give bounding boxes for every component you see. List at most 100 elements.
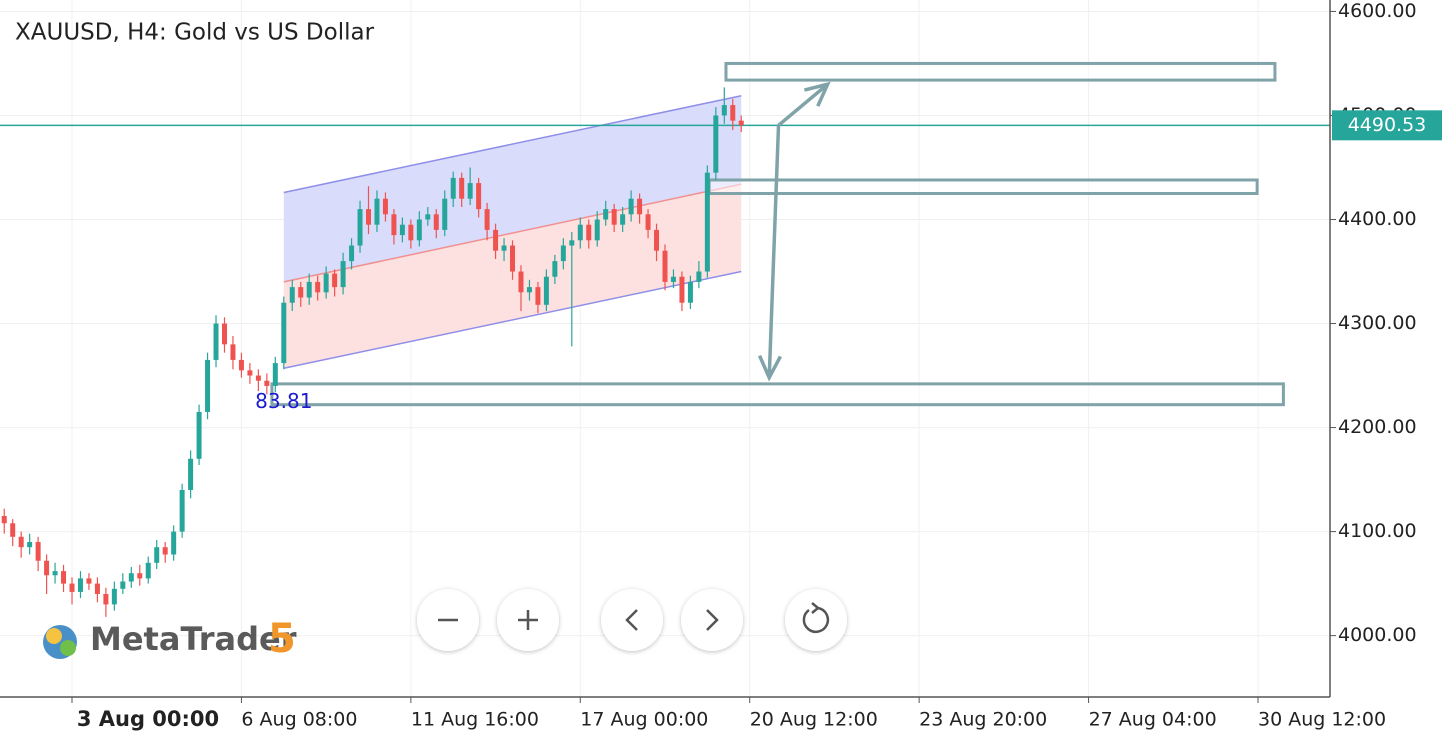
candle-body: [586, 224, 592, 241]
candle-body: [476, 183, 482, 210]
arrow-shaft: [767, 125, 781, 378]
candle-body: [374, 198, 380, 225]
zoom-in-button[interactable]: [497, 589, 559, 651]
candle-body: [44, 560, 50, 576]
candle-body: [264, 380, 270, 386]
candle-body: [704, 172, 710, 272]
candle-body: [433, 214, 439, 230]
channel-middle-line: [283, 183, 742, 283]
brand-logo: MetaTrader 5: [43, 616, 297, 662]
candle-body: [543, 276, 549, 305]
candle-body: [687, 281, 693, 303]
candle-body: [611, 209, 617, 225]
zone-box: [724, 61, 1277, 82]
candle-body: [18, 536, 24, 548]
candle-body: [450, 177, 456, 199]
candle-body: [738, 120, 744, 126]
candle-body: [154, 547, 160, 563]
y-tick-label: 4600.00: [1338, 0, 1417, 22]
candle-body: [637, 198, 643, 215]
candle-body: [501, 245, 507, 251]
candle-body: [560, 245, 566, 262]
candle-body: [77, 578, 83, 592]
candle-body: [679, 276, 685, 303]
candle-body: [594, 219, 600, 241]
candle-body: [654, 229, 660, 251]
candle-body: [442, 198, 448, 230]
candle-body: [628, 198, 634, 215]
candle-body: [1, 515, 7, 524]
candle-body: [27, 541, 33, 548]
candle-body: [35, 541, 41, 561]
candle-body: [391, 214, 397, 236]
last-price-tag: [1332, 110, 1442, 141]
candle-body: [340, 261, 346, 288]
candle-body: [526, 287, 532, 293]
y-tick-label: 4200.00: [1338, 416, 1417, 438]
channel-upper-fill: [283, 95, 742, 282]
candle-body: [120, 581, 126, 589]
channel-label: 83.81: [255, 389, 312, 413]
candle-body: [272, 363, 278, 386]
candle-body: [69, 583, 75, 592]
candle-body: [306, 281, 312, 298]
channel-upper-line: [283, 94, 742, 194]
candle-body: [645, 214, 651, 230]
candle-body: [221, 323, 227, 345]
candle-body: [188, 458, 194, 490]
candle-body: [323, 273, 329, 293]
candle-body: [298, 287, 304, 298]
candle-body: [459, 177, 465, 199]
candle-body: [382, 198, 388, 215]
candle-body: [569, 240, 575, 246]
candle-body: [230, 344, 236, 360]
candle-body: [577, 224, 583, 241]
candle-body: [416, 219, 422, 241]
candle-body: [255, 375, 261, 381]
candle-body: [128, 573, 134, 582]
candle-body: [518, 271, 524, 293]
brand-name: MetaTrader: [90, 620, 297, 658]
x-tick-label: 17 Aug 00:00: [580, 709, 708, 731]
zone-box: [707, 178, 1259, 195]
candle-body: [205, 359, 211, 412]
candle-body: [662, 250, 668, 282]
zoom-out-button[interactable]: [417, 589, 479, 651]
logo-coin: [60, 640, 76, 656]
candle-body: [349, 245, 355, 262]
x-tick-label: 11 Aug 16:00: [411, 709, 539, 731]
chart-title: XAUUSD, H4: Gold vs US Dollar: [15, 20, 375, 46]
candle-body: [721, 105, 727, 116]
grid: [0, 0, 1330, 697]
candle-body: [179, 489, 185, 532]
y-tick-label: 4000.00: [1338, 624, 1417, 646]
x-tick-label: 27 Aug 04:00: [1089, 709, 1217, 731]
scroll-left-button[interactable]: [601, 589, 663, 651]
candle-body: [196, 411, 202, 459]
candle-body: [696, 271, 702, 282]
last-price-label: 4490.53: [1348, 114, 1427, 136]
candle-body: [289, 287, 295, 303]
reset-button[interactable]: [785, 589, 847, 651]
candle-body: [61, 571, 67, 584]
candle-body: [162, 547, 168, 555]
candle-body: [408, 224, 414, 241]
candle-body: [425, 214, 431, 220]
candle-body: [552, 261, 558, 277]
candle-body: [620, 214, 626, 225]
candle-body: [111, 588, 117, 605]
candle-body: [86, 578, 92, 584]
x-tick-label: 3 Aug 00:00: [77, 707, 219, 731]
x-tick-label: 6 Aug 08:00: [241, 709, 357, 731]
candle-body: [493, 229, 499, 251]
candle-body: [535, 287, 541, 305]
candle-body: [10, 523, 16, 537]
y-tick-label: 4100.00: [1338, 520, 1417, 542]
candle-body: [52, 571, 58, 576]
candle-body: [247, 370, 253, 376]
scroll-right-button[interactable]: [681, 589, 743, 651]
candle-body: [510, 245, 516, 272]
arrow-head: [803, 81, 831, 107]
